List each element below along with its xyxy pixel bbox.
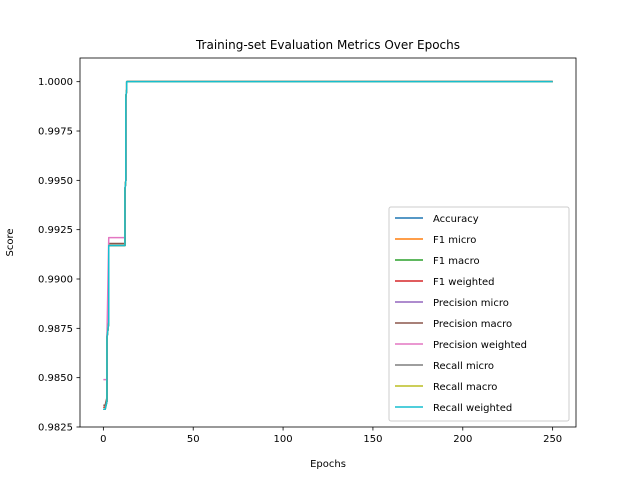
y-tick-label: 0.9875 <box>38 324 73 335</box>
y-axis-label: Score <box>5 228 16 256</box>
y-tick-label: 0.9975 <box>38 127 73 138</box>
y-tick-label: 1.0000 <box>38 77 73 88</box>
y-tick-label: 0.9825 <box>38 423 73 434</box>
legend-frame <box>388 206 570 422</box>
x-tick-label: 100 <box>274 434 293 445</box>
legend-label-precision-micro: Precision micro <box>433 298 509 309</box>
x-axis-label: Epochs <box>310 459 346 470</box>
x-tick-label: 200 <box>453 434 472 445</box>
legend-label-accuracy: Accuracy <box>433 214 479 225</box>
x-tick-label: 250 <box>543 434 562 445</box>
y-tick-label: 0.9950 <box>38 176 73 187</box>
x-axis: 0 50 100 150 200 250 <box>100 427 562 445</box>
legend-label-recall-weighted: Recall weighted <box>433 403 512 414</box>
legend-label-recall-macro: Recall macro <box>433 382 497 393</box>
legend-label-f1-weighted: F1 weighted <box>433 277 495 288</box>
series-line-recall-weighted <box>103 80 553 410</box>
legend-label-precision-weighted: Precision weighted <box>433 340 527 351</box>
y-axis: 0.9825 0.9850 0.9875 0.9900 0.9925 0.9950 0.99… <box>38 77 80 434</box>
legend-label-f1-macro: F1 macro <box>433 256 480 267</box>
y-tick-label: 0.9850 <box>38 373 73 384</box>
y-tick-label: 0.9900 <box>38 275 73 286</box>
legend-label-recall-micro: Recall micro <box>433 361 494 372</box>
x-tick-label: 0 <box>100 434 106 445</box>
x-tick-label: 50 <box>187 434 200 445</box>
chart-title: Training-set Evaluation Metrics Over Epo… <box>195 38 460 52</box>
legend-label-precision-macro: Precision macro <box>433 319 512 330</box>
plot-frame <box>79 57 577 428</box>
y-tick-label: 0.9925 <box>38 225 73 236</box>
legend: Accuracy F1 micro F1 macro F1 weighted Preci… <box>388 206 570 422</box>
x-tick-label: 150 <box>363 434 382 445</box>
legend-label-f1-micro: F1 micro <box>433 235 476 246</box>
legend-items: Accuracy F1 micro F1 macro F1 weighted Preci… <box>395 214 527 414</box>
series-layer <box>103 80 553 410</box>
